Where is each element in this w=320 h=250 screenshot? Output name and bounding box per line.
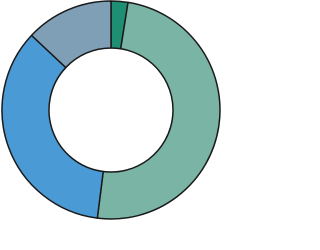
page: {"chart_data": {"type": "donut", "values… [1,0,221,220]
donut-segment [1,34,104,219]
donut-segment [30,0,112,69]
donut-segment [96,1,221,220]
chart [1,0,221,220]
